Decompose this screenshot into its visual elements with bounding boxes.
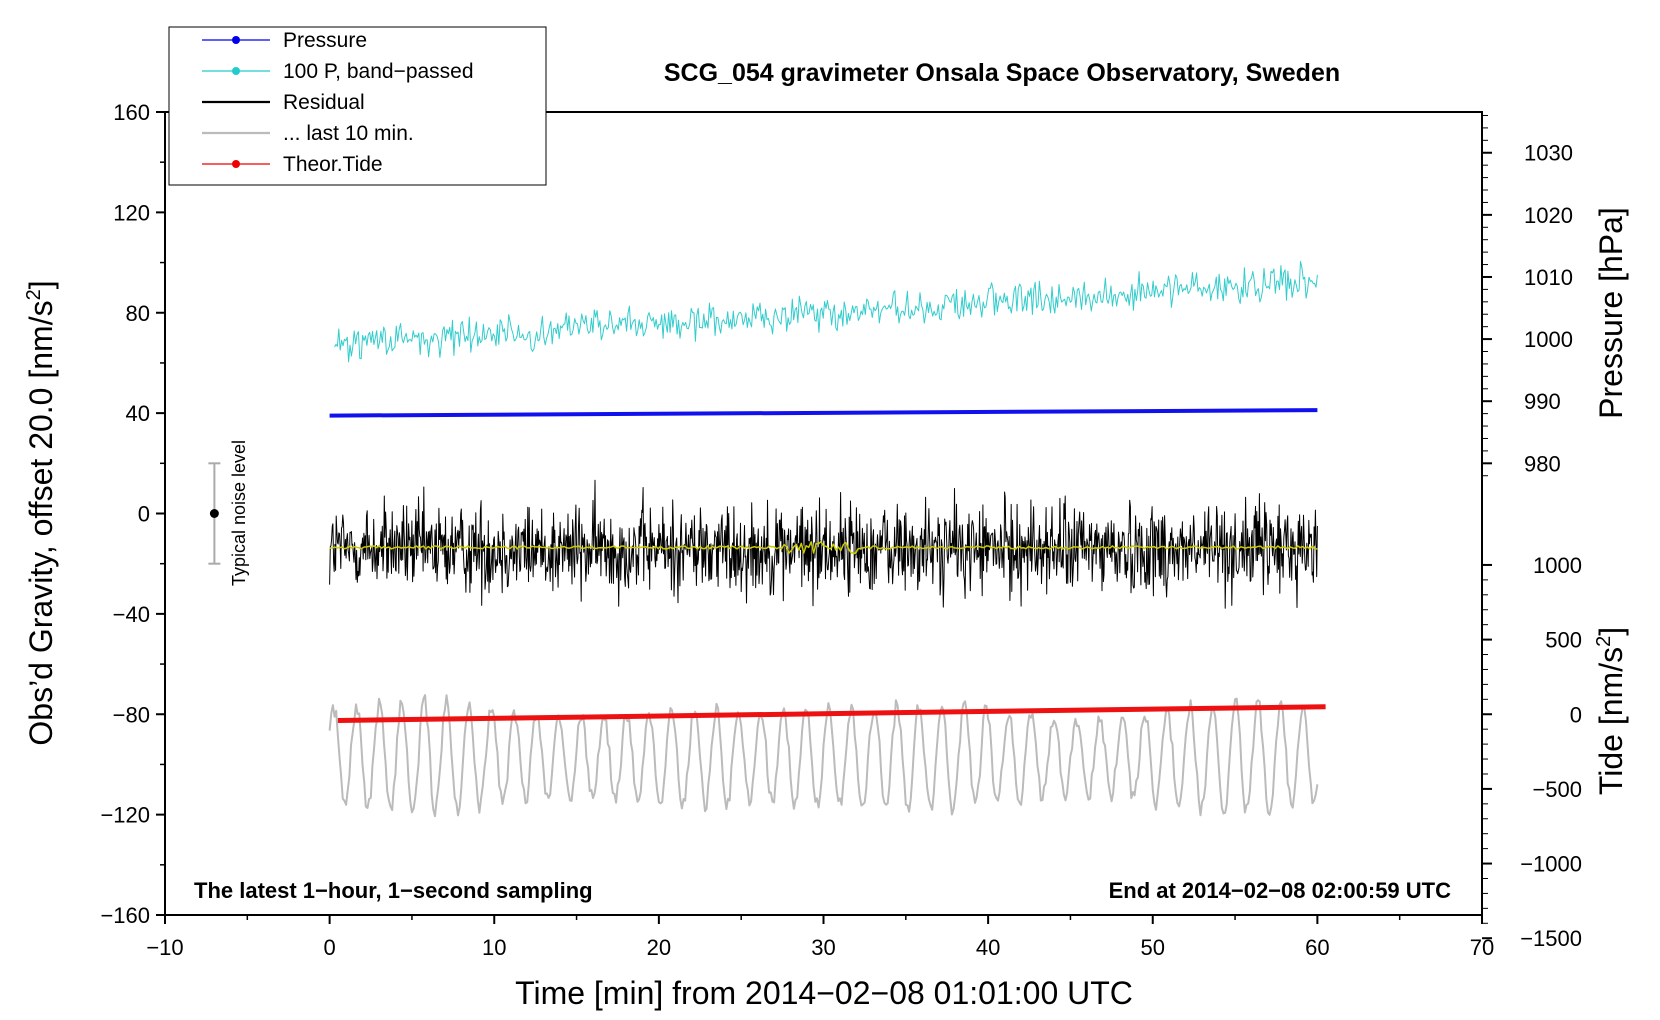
y-tick-label: 0 (138, 502, 150, 527)
pressure-tick-label: 1010 (1524, 265, 1573, 290)
x-tick-label: −10 (146, 935, 183, 960)
legend-label: Residual (283, 91, 365, 114)
y-tick-label: 40 (126, 401, 150, 426)
x-tick-label: 20 (647, 935, 671, 960)
x-tick-label: 30 (811, 935, 835, 960)
tide-tick-label: −1500 (1520, 926, 1582, 951)
x-axis: −10 0 10 20 30 40 50 60 70 (146, 915, 1494, 960)
note-latest-hour: The latest 1−hour, 1−second sampling (194, 878, 593, 903)
y-tick-label: 80 (126, 301, 150, 326)
y-tick-label: −40 (113, 602, 150, 627)
series-theoretical-tide (337, 704, 1326, 723)
noise-level-indicator (208, 462, 221, 565)
legend-marker (232, 160, 240, 168)
pressure-axis-title: Pressure [hPa] (1593, 207, 1629, 419)
tide-axis-title: Tide [nm/s2] (1593, 627, 1629, 795)
legend-label: Pressure (283, 29, 367, 52)
pressure-tick-label: 1020 (1524, 203, 1573, 228)
pressure-tick-label: 1000 (1524, 327, 1573, 352)
y-axis-gravity: 160 120 80 40 0 −40 −80 −120 −160 (100, 100, 165, 928)
tide-tick-label: 500 (1545, 628, 1582, 653)
legend-label: Theor.Tide (283, 153, 383, 176)
tide-axis-title-sup: 2 (1593, 636, 1615, 647)
y-axis-tide: 1000 500 0 −500 −1000 −1500 (1482, 553, 1582, 951)
legend-label: ... last 10 min. (283, 122, 414, 145)
chart-title: SCG_054 gravimeter Onsala Space Observat… (664, 59, 1340, 87)
x-tick-label: 60 (1305, 935, 1329, 960)
legend-marker (232, 36, 240, 44)
x-tick-label: 40 (976, 935, 1000, 960)
y-tick-label: −80 (113, 702, 150, 727)
tide-axis-title-end: ] (1593, 627, 1629, 636)
x-tick-label: 0 (324, 935, 336, 960)
pressure-tick-label: 1030 (1524, 141, 1573, 166)
y-tick-label: −120 (100, 803, 150, 828)
legend-label: 100 P, band−passed (283, 60, 474, 83)
x-axis-title: Time [min] from 2014−02−08 01:01:00 UTC (515, 975, 1133, 1011)
series-layer (328, 261, 1326, 818)
y-axis-title-main: Obs’d Gravity, offset 20.0 [nm/s (23, 300, 59, 745)
legend: Pressure 100 P, band−passed Residual ... la… (202, 29, 474, 176)
series-pressure-band-passed (334, 261, 1318, 363)
x-tick-label: 50 (1141, 935, 1165, 960)
y-tick-label: 120 (113, 200, 150, 225)
legend-marker (232, 67, 240, 75)
noise-level-dot (209, 509, 219, 518)
pressure-tick-label: 990 (1524, 389, 1561, 414)
x-tick-label: 10 (482, 935, 506, 960)
y-axis-title-sup: 2 (23, 289, 45, 300)
noise-level-label: Typical noise level (229, 440, 249, 586)
series-residual-smoothed (329, 540, 1318, 555)
tide-tick-label: −500 (1532, 777, 1582, 802)
y-axis-pressure: 1030 1020 1010 1000 990 980 (1482, 114, 1573, 476)
pressure-tick-label: 980 (1524, 451, 1561, 476)
tide-tick-label: 1000 (1533, 553, 1582, 578)
series-residual (329, 479, 1318, 609)
tide-tick-label: 0 (1570, 702, 1582, 727)
legend-box (168, 26, 547, 186)
y-axis-title-end: ] (23, 280, 59, 289)
y-tick-label: 160 (113, 100, 150, 125)
y-axis-title: Obs’d Gravity, offset 20.0 [nm/s2] (23, 280, 59, 745)
note-end-time: End at 2014−02−08 02:00:59 UTC (1109, 878, 1452, 903)
tide-tick-label: −1000 (1520, 852, 1582, 877)
tide-axis-title-main: Tide [nm/s (1593, 647, 1629, 795)
series-pressure (329, 408, 1318, 418)
y-tick-label: −160 (100, 903, 150, 928)
